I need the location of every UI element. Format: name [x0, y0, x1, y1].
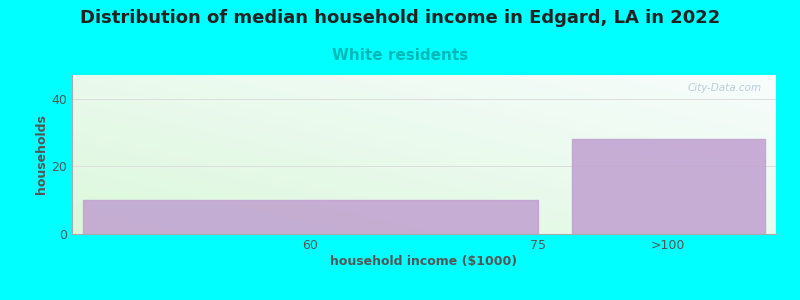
X-axis label: household income ($1000): household income ($1000) [330, 255, 518, 268]
Y-axis label: households: households [35, 115, 49, 194]
Text: White residents: White residents [332, 48, 468, 63]
Text: Distribution of median household income in Edgard, LA in 2022: Distribution of median household income … [80, 9, 720, 27]
Text: City-Data.com: City-Data.com [688, 83, 762, 93]
